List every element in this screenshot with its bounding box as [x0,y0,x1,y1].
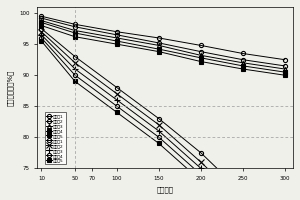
Line: 比较例3: 比较例3 [39,32,287,200]
比较例1 [115,86,119,89]
实施例5 [73,36,77,38]
比较例4 [73,74,77,76]
Line: 比较例1: 比较例1 [39,27,287,200]
实施例1 [115,31,119,33]
实施例5 [241,68,244,70]
实施例3 [241,62,244,64]
实施例3 [40,19,43,22]
Line: 比较例4: 比较例4 [39,36,287,200]
比较例1 [73,55,77,58]
比较例3 [199,167,202,169]
实施例3 [283,68,286,70]
实施例1 [241,52,244,55]
实施例5 [40,24,43,27]
Line: 实施例5: 实施例5 [39,23,287,77]
Line: 比较例2: 比较例2 [39,29,287,200]
Line: 实施例4: 实施例4 [39,20,287,74]
Line: 比较例5: 比较例5 [39,39,287,200]
比较例1 [40,27,43,30]
实施例2 [283,65,286,67]
比较例1 [241,192,244,194]
实施例3 [73,29,77,32]
比较例4 [40,37,43,39]
实施例4 [73,32,77,34]
实施例3 [199,54,202,57]
实施例1 [199,44,202,47]
比较例2 [199,161,202,163]
实施例5 [157,50,161,53]
实施例5 [115,43,119,45]
比较例5 [157,142,161,145]
比较例2 [73,62,77,64]
比较例2 [157,124,161,126]
比较例5 [73,80,77,83]
实施例4 [283,71,286,73]
实施例2 [199,50,202,53]
Line: 实施例1: 实施例1 [39,14,287,62]
比较例4 [199,173,202,176]
比较例5 [115,111,119,114]
比较例4 [157,136,161,138]
实施例2 [40,17,43,19]
实施例2 [157,42,161,44]
实施例3 [115,37,119,39]
实施例2 [115,34,119,36]
实施例1 [40,15,43,17]
比较例3 [115,99,119,101]
实施例1 [73,23,77,26]
Y-axis label: 容量保持率（%）: 容量保持率（%） [7,69,14,106]
实施例2 [73,26,77,28]
比较例1 [199,152,202,154]
比较例3 [157,130,161,132]
实施例4 [115,40,119,42]
比较例5 [199,179,202,182]
实施例4 [157,48,161,50]
实施例4 [241,65,244,67]
X-axis label: 循环次数: 循环次数 [157,186,174,193]
实施例5 [199,60,202,63]
比较例1 [157,117,161,120]
比较例5 [40,40,43,42]
实施例3 [157,44,161,47]
比较例2 [40,31,43,33]
Line: 实施例2: 实施例2 [39,16,287,68]
比较例3 [40,34,43,36]
实施例1 [283,58,286,61]
Legend: 实施例1, 实施例2, 实施例3, 实施例4, 实施例5, 比较例1, 比较例2, 比较例3, 比较例4, 比较例5: 实施例1, 实施例2, 实施例3, 实施例4, 实施例5, 比较例1, 比较例2… [45,112,66,164]
Line: 实施例3: 实施例3 [39,19,287,71]
实施例1 [157,37,161,39]
比较例4 [115,105,119,107]
比较例3 [73,68,77,70]
比较例2 [115,93,119,95]
实施例5 [283,74,286,76]
实施例4 [199,57,202,59]
实施例2 [241,58,244,61]
实施例4 [40,21,43,24]
